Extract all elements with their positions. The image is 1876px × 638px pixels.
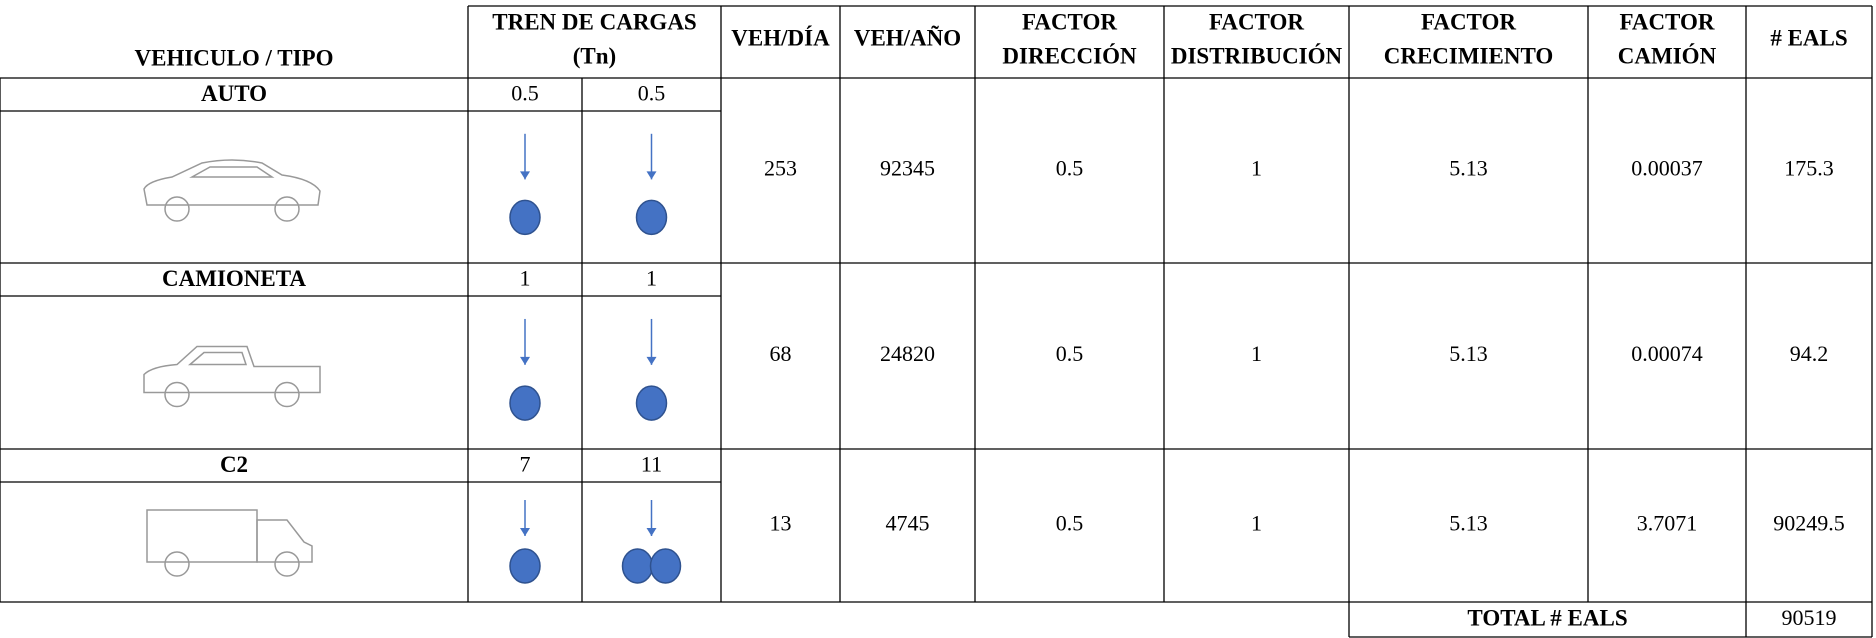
wheel bbox=[275, 383, 299, 407]
cell-value: 3.7071 bbox=[1637, 511, 1698, 536]
cell-value: 94.2 bbox=[1790, 341, 1829, 366]
truck-window bbox=[190, 353, 246, 365]
page: VEHICULO / TIPO TREN DE CARGAS (Tn) VEH/DÍA… bbox=[0, 0, 1876, 638]
cell-value: 0.5 bbox=[1056, 156, 1084, 181]
header-label: FACTOR bbox=[1022, 9, 1117, 34]
cell-value: 13 bbox=[770, 511, 792, 536]
wheel-load bbox=[637, 386, 667, 420]
wheel-load bbox=[510, 200, 540, 234]
wheel bbox=[165, 383, 189, 407]
car-window bbox=[192, 167, 272, 177]
arrow-head bbox=[647, 171, 657, 179]
header-label: DISTRIBUCIÓN bbox=[1171, 42, 1343, 68]
axle-load: 11 bbox=[641, 452, 662, 477]
header-label: VEH/AÑO bbox=[854, 25, 961, 50]
cell-value: 1 bbox=[1251, 156, 1262, 181]
vehicle-name: AUTO bbox=[201, 81, 267, 106]
axle-load: 0.5 bbox=[511, 81, 539, 106]
vehicle-illustration bbox=[147, 510, 312, 576]
cell-value: 0.5 bbox=[1056, 341, 1084, 366]
arrow-head bbox=[520, 357, 530, 365]
axle-load: 1 bbox=[646, 266, 657, 291]
cell-value: 5.13 bbox=[1449, 341, 1488, 366]
cell-value: 24820 bbox=[880, 341, 935, 366]
header-label: VEHICULO / TIPO bbox=[135, 45, 334, 70]
cell-value: 0.00074 bbox=[1631, 341, 1703, 366]
cell-value: 0.00037 bbox=[1631, 156, 1703, 181]
header-label: TREN DE CARGAS bbox=[492, 9, 696, 34]
arrow-head bbox=[520, 528, 530, 536]
header-label: CAMIÓN bbox=[1618, 42, 1717, 68]
cab bbox=[257, 520, 312, 562]
cell-value: 68 bbox=[770, 341, 792, 366]
axle-load: 0.5 bbox=[638, 81, 666, 106]
header-label: FACTOR bbox=[1620, 9, 1715, 34]
vehicle-name: C2 bbox=[220, 452, 248, 477]
total-value: 90519 bbox=[1782, 605, 1837, 630]
vehicle-name: CAMIONETA bbox=[162, 266, 306, 291]
cell-value: 1 bbox=[1251, 341, 1262, 366]
cell-value: 90249.5 bbox=[1773, 511, 1845, 536]
header-label: VEH/DÍA bbox=[731, 25, 830, 50]
wheel-load bbox=[651, 549, 681, 583]
cell-value: 92345 bbox=[880, 156, 935, 181]
eals-table: VEHICULO / TIPO TREN DE CARGAS (Tn) VEH/DÍA… bbox=[0, 0, 1876, 638]
truck-body bbox=[144, 347, 320, 393]
axle-load: 1 bbox=[520, 266, 531, 291]
wheel-load bbox=[510, 549, 540, 583]
cell-value: 175.3 bbox=[1784, 156, 1834, 181]
axle-load: 7 bbox=[520, 452, 531, 477]
arrow-head bbox=[647, 528, 657, 536]
arrow-head bbox=[520, 171, 530, 179]
cell-value: 0.5 bbox=[1056, 511, 1084, 536]
vehicle-illustration bbox=[144, 347, 320, 407]
wheel bbox=[165, 197, 189, 221]
total-label: TOTAL # EALS bbox=[1467, 605, 1627, 630]
wheel-load bbox=[623, 549, 653, 583]
arrow-head bbox=[647, 357, 657, 365]
cell-value: 1 bbox=[1251, 511, 1262, 536]
header-label: # EALS bbox=[1770, 25, 1847, 50]
cell-value: 5.13 bbox=[1449, 511, 1488, 536]
header-label: CRECIMIENTO bbox=[1384, 43, 1554, 68]
header-label: (Tn) bbox=[573, 43, 616, 68]
cell-value: 5.13 bbox=[1449, 156, 1488, 181]
wheel bbox=[275, 552, 299, 576]
wheel bbox=[275, 197, 299, 221]
header-label: FACTOR bbox=[1209, 9, 1304, 34]
wheel-load bbox=[637, 200, 667, 234]
cell-value: 4745 bbox=[886, 511, 930, 536]
header-label: FACTOR bbox=[1421, 9, 1516, 34]
header-label: DIRECCIÓN bbox=[1002, 42, 1137, 68]
wheel-load bbox=[510, 386, 540, 420]
vehicle-illustration bbox=[144, 160, 320, 221]
box bbox=[147, 510, 257, 562]
wheel bbox=[165, 552, 189, 576]
cell-value: 253 bbox=[764, 156, 797, 181]
